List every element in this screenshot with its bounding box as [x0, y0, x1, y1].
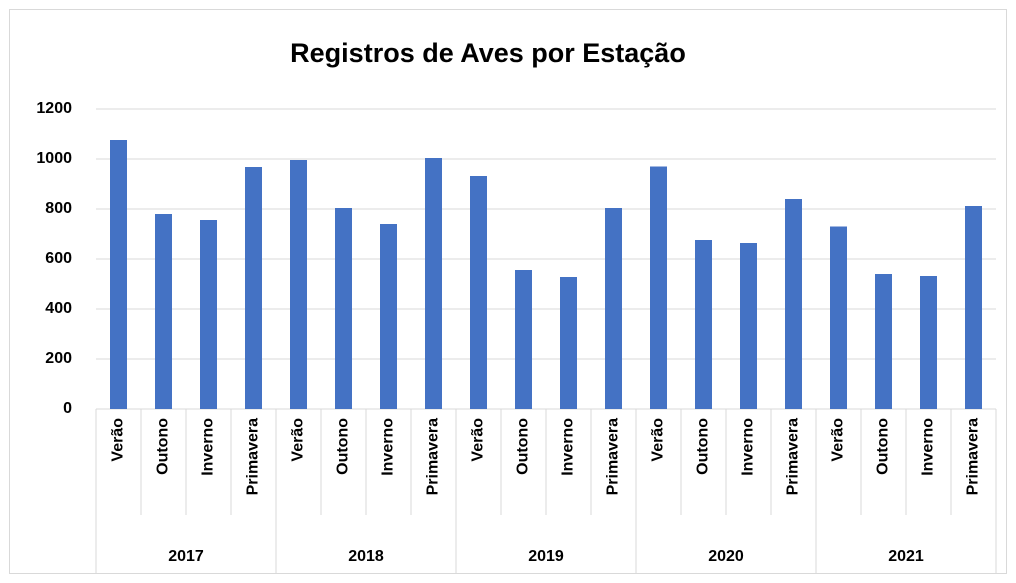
x-tick-label: Verão — [830, 418, 847, 462]
x-tick-label: Inverno — [740, 418, 757, 476]
group-label: 2018 — [348, 548, 384, 565]
y-tick-label: 1200 — [36, 100, 72, 117]
chart-title: Registros de Aves por Estação — [290, 38, 686, 68]
bar — [785, 199, 802, 409]
bar — [245, 167, 262, 409]
bar — [560, 277, 577, 409]
group-label: 2020 — [708, 548, 744, 565]
x-tick-label: Primavera — [425, 418, 442, 495]
x-tick-label: Verão — [290, 418, 307, 462]
bar — [920, 276, 937, 409]
x-tick-label: Outono — [335, 418, 352, 475]
x-tick-label: Outono — [155, 418, 172, 475]
x-tick-label: Inverno — [920, 418, 937, 476]
bar — [425, 158, 442, 409]
bar — [740, 243, 757, 409]
bar — [875, 274, 892, 409]
bar — [110, 140, 127, 409]
y-tick-label: 800 — [45, 200, 72, 217]
bar — [605, 208, 622, 409]
y-tick-label: 0 — [63, 400, 72, 417]
x-tick-label: Outono — [515, 418, 532, 475]
x-tick-label: Primavera — [245, 418, 262, 495]
x-tick-label: Inverno — [380, 418, 397, 476]
bar — [200, 220, 217, 409]
bar — [470, 176, 487, 409]
bar — [650, 166, 667, 409]
bar — [515, 270, 532, 409]
group-label: 2021 — [888, 548, 924, 565]
x-tick-label: Primavera — [605, 418, 622, 495]
y-tick-label: 600 — [45, 250, 72, 267]
group-label: 2017 — [168, 548, 204, 565]
x-tick-label: Primavera — [785, 418, 802, 495]
bar — [380, 224, 397, 409]
y-tick-label: 400 — [45, 300, 72, 317]
x-tick-label: Outono — [695, 418, 712, 475]
x-tick-label: Verão — [470, 418, 487, 462]
x-tick-label: Outono — [875, 418, 892, 475]
y-tick-label: 1000 — [36, 150, 72, 167]
x-tick-label: Verão — [110, 418, 127, 462]
bar — [155, 214, 172, 409]
x-tick-label: Verão — [650, 418, 667, 462]
x-tick-label: Inverno — [200, 418, 217, 476]
x-tick-label: Inverno — [560, 418, 577, 476]
y-tick-label: 200 — [45, 350, 72, 367]
bar — [695, 240, 712, 409]
bar — [965, 206, 982, 409]
bar — [830, 226, 847, 409]
group-label: 2019 — [528, 548, 564, 565]
x-tick-label: Primavera — [965, 418, 982, 495]
bar — [335, 208, 352, 409]
bar — [290, 160, 307, 409]
